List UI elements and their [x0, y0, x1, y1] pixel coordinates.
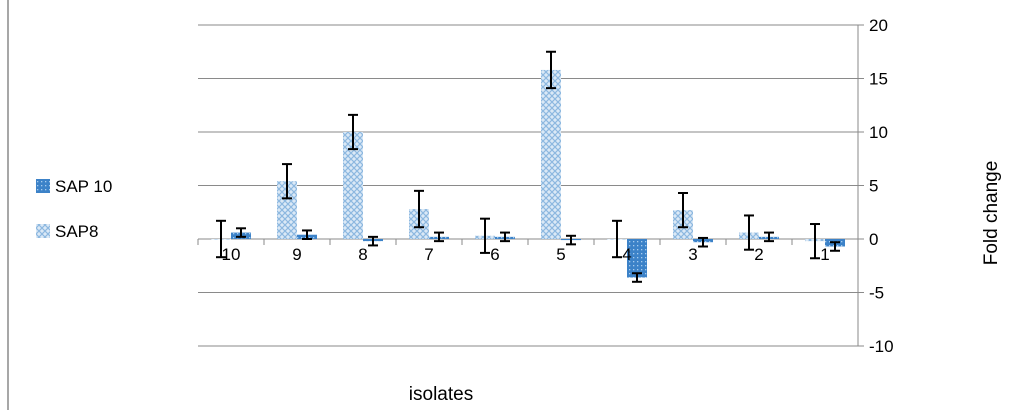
y-tick-label: 5	[869, 177, 878, 196]
y-tick-label: 0	[869, 230, 878, 249]
y-tick-label: 10	[869, 123, 888, 142]
x-tick-label: 6	[490, 245, 499, 264]
x-tick-label: 3	[688, 245, 697, 264]
x-tick-label: 5	[556, 245, 565, 264]
legend: SAP 10 SAP8	[36, 177, 112, 241]
legend-label-sap10: SAP 10	[55, 177, 112, 196]
x-tick-label: 8	[358, 245, 367, 264]
legend-swatch-sap8	[36, 224, 50, 238]
x-tick-label: 4	[622, 245, 631, 264]
y-tick-label: -10	[869, 337, 894, 356]
x-axis-label: isolates	[409, 384, 473, 405]
x-tick-label: 7	[424, 245, 433, 264]
x-axis-tick-labels: 10 9 8 7 6 5 4 3 2 1	[222, 245, 830, 264]
bar-sap8-8	[343, 132, 363, 239]
bar-sap10-4	[627, 239, 647, 278]
x-tick-label: 9	[292, 245, 301, 264]
legend-swatch-sap10	[36, 179, 50, 193]
x-tick-label: 1	[820, 245, 829, 264]
bar-sap8-5	[541, 69, 561, 239]
bars	[211, 69, 845, 278]
gridlines	[198, 24, 858, 347]
y-axis-label: Fold change	[981, 161, 1002, 266]
y-tick-label: 15	[869, 70, 888, 89]
y-tick-label: 20	[869, 16, 888, 35]
legend-label-sap8: SAP8	[55, 222, 98, 241]
x-tick-label: 2	[754, 245, 763, 264]
x-tick-label: 10	[222, 245, 241, 264]
bar-sap8-9	[277, 181, 297, 239]
error-bars	[216, 50, 840, 283]
y-tick-label: -5	[869, 284, 884, 303]
